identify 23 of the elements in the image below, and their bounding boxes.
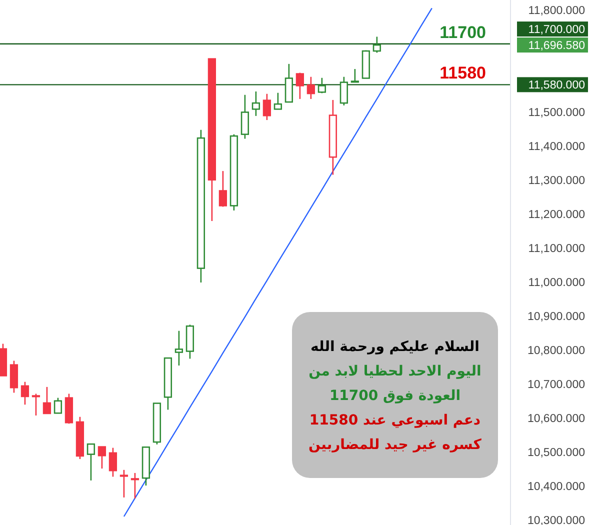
y-tick-label: 10,600.000	[527, 412, 585, 425]
annotation: اليوم الاحد لحظيا لابد من	[308, 364, 482, 380]
y-tick-label: 11,000.000	[528, 276, 585, 289]
y-tick-label: 10,500.000	[527, 446, 585, 459]
y-tick-label: 10,300.000	[527, 514, 585, 525]
ref-line-label: 11700	[440, 22, 486, 42]
y-tick-label: 11,100.000	[528, 242, 585, 255]
y-tick-label: 10,900.000	[527, 310, 585, 323]
y-tick-label: 10,800.000	[527, 344, 585, 357]
y-tick-label: 10,700.000	[527, 378, 585, 391]
ref-line-label: 11580	[440, 64, 486, 83]
y-tick-label: 11,580.000	[528, 80, 585, 92]
annotation: العودة فوق 11700	[329, 388, 461, 404]
y-tick-label: 11,400.000	[528, 140, 585, 153]
y-tick-label: 11,500.000	[528, 106, 585, 119]
annotation: السلام عليكم ورحمة الله	[310, 339, 480, 355]
annotation: دعم اسبوعي عند 11580	[309, 412, 481, 428]
y-tick-label: 10,400.000	[527, 480, 585, 493]
y-tick-label: 11,696.580	[528, 40, 585, 52]
annotation: كسره غير جيد للمضاربين	[308, 437, 482, 453]
y-tick-label: 11,800.000	[528, 4, 585, 17]
y-tick-label: 11,300.000	[528, 174, 585, 187]
y-tick-label: 11,200.000	[528, 208, 585, 221]
